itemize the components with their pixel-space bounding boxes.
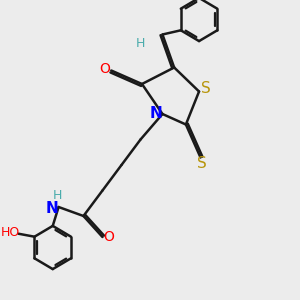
Text: S: S bbox=[197, 156, 207, 171]
Text: H: H bbox=[52, 189, 62, 202]
Text: N: N bbox=[46, 201, 58, 216]
Text: HO: HO bbox=[1, 226, 20, 239]
Text: O: O bbox=[103, 230, 114, 244]
Text: N: N bbox=[150, 106, 162, 122]
Text: H: H bbox=[136, 37, 145, 50]
Text: S: S bbox=[201, 81, 210, 96]
Text: O: O bbox=[99, 62, 110, 76]
